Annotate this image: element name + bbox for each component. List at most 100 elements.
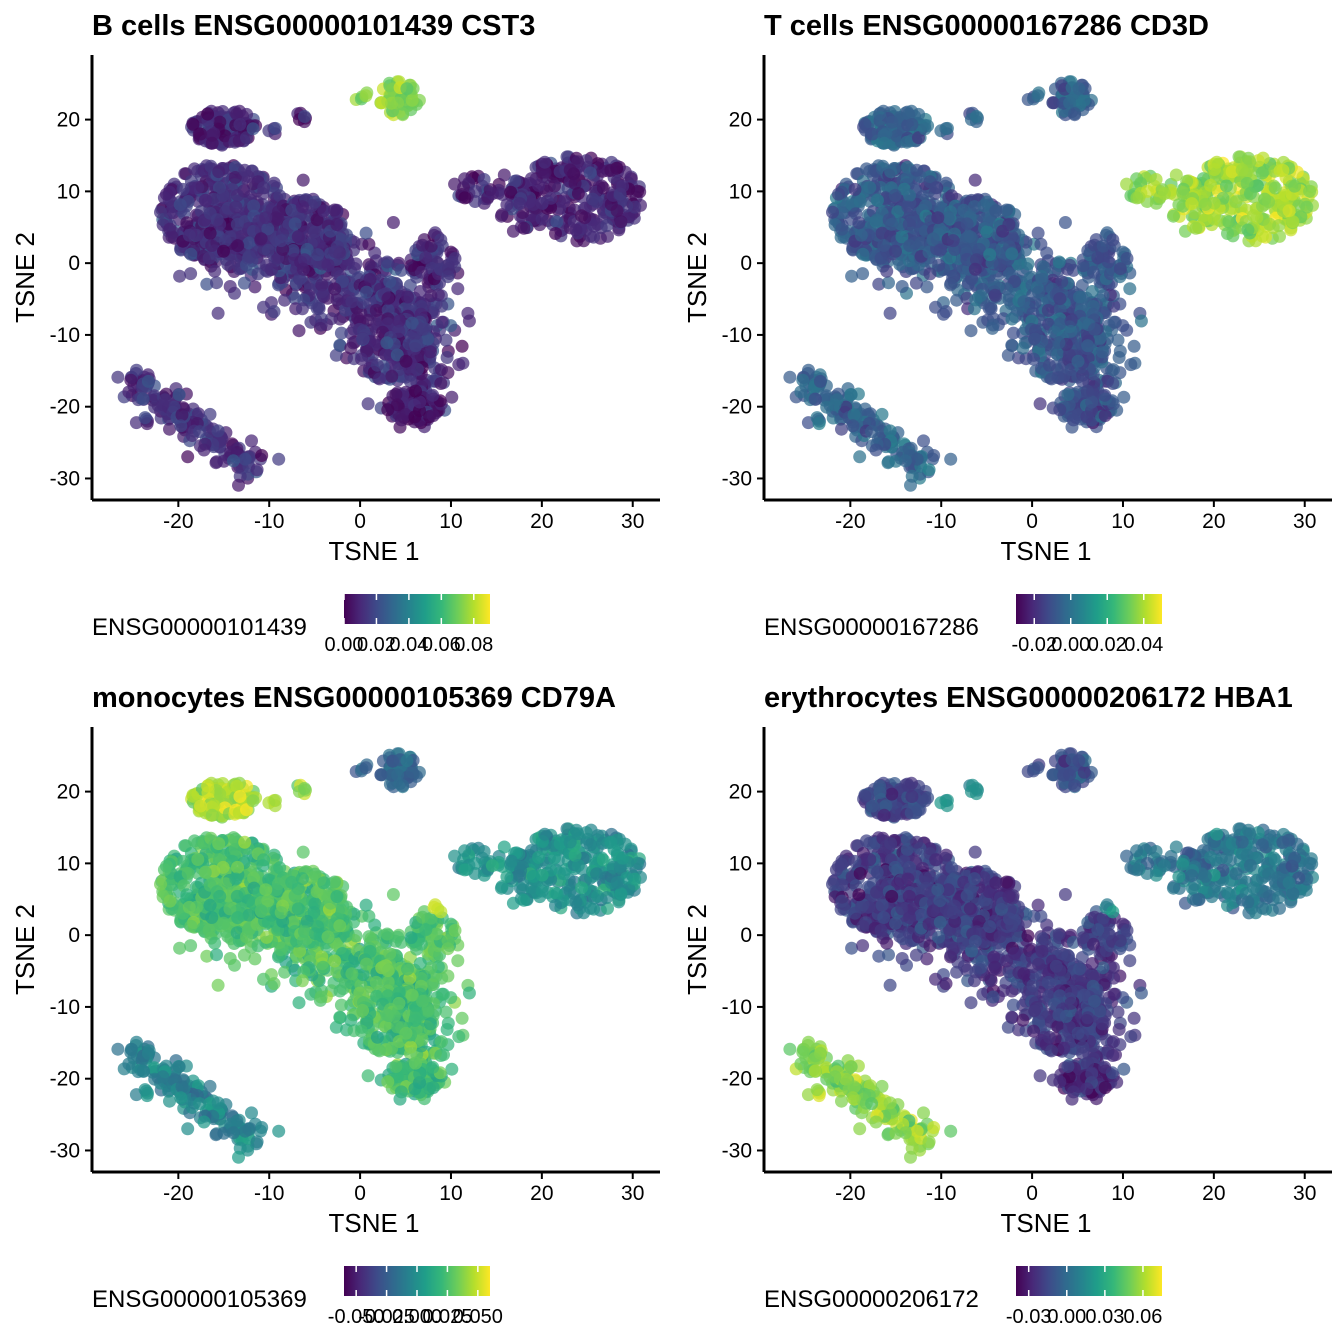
cell-point <box>173 941 187 955</box>
cell-point <box>238 163 252 177</box>
cell-point <box>912 131 925 145</box>
cell-point <box>600 219 614 233</box>
cell-point <box>885 115 899 129</box>
cell-point <box>1221 227 1234 240</box>
cell-point <box>848 182 862 196</box>
legend-title: ENSG00000167286 <box>764 614 979 641</box>
cell-point <box>1052 255 1066 269</box>
cell-point <box>448 252 462 265</box>
cell-point <box>434 363 448 377</box>
cell-point <box>216 188 230 202</box>
cell-point <box>381 292 395 306</box>
cell-point <box>257 300 270 314</box>
cell-point <box>401 290 414 304</box>
cell-point <box>1093 332 1107 346</box>
cell-point <box>889 244 902 258</box>
cell-point <box>844 388 858 402</box>
legend-tick-label: 0.02 <box>357 634 396 656</box>
cell-point <box>448 177 462 191</box>
cell-point <box>929 181 943 195</box>
points-layer <box>111 747 647 1164</box>
cell-point <box>513 197 527 211</box>
cell-point <box>477 173 491 186</box>
cell-point <box>1061 388 1075 401</box>
cell-point <box>400 82 414 96</box>
cell-point <box>203 226 217 240</box>
cell-point <box>984 302 998 316</box>
cell-point <box>553 165 567 179</box>
cell-point <box>424 239 438 253</box>
cell-point <box>305 199 319 213</box>
cell-point <box>1117 390 1131 404</box>
cell-point <box>310 213 324 227</box>
cell-point <box>967 200 981 214</box>
cell-point <box>875 226 889 240</box>
cell-point <box>905 118 919 131</box>
cell-point <box>426 388 440 402</box>
cell-point <box>1045 372 1058 386</box>
cell-point <box>419 251 433 265</box>
cell-point <box>211 978 225 992</box>
cell-point <box>926 232 940 246</box>
cell-point <box>1032 285 1045 299</box>
cell-point <box>451 282 465 296</box>
x-tick-label: 30 <box>1293 510 1316 533</box>
chart-title: B cells ENSG00000101439 CST3 <box>92 10 535 42</box>
cell-point <box>783 370 797 384</box>
cell-point <box>233 118 247 131</box>
cell-point <box>210 276 223 290</box>
cell-point <box>242 236 256 250</box>
x-axis-label: TSNE 1 <box>328 536 419 566</box>
cell-point <box>435 315 449 329</box>
cell-point <box>620 199 634 213</box>
cell-point <box>160 187 173 201</box>
legend-tick-label: 0.02 <box>1088 634 1127 656</box>
cell-point <box>883 306 897 320</box>
cell-point <box>413 395 427 409</box>
cell-point <box>424 345 437 359</box>
cell-point <box>927 449 941 462</box>
cell-point <box>1272 219 1286 233</box>
cell-point <box>186 117 200 131</box>
cell-point <box>1085 395 1099 409</box>
cell-point <box>211 306 225 320</box>
cell-point <box>392 314 406 328</box>
cell-point <box>408 410 422 424</box>
points-layer <box>111 75 647 492</box>
y-axis-label: TSNE 2 <box>10 232 40 323</box>
cell-point <box>138 411 152 425</box>
cell-point <box>247 199 261 213</box>
chart-title: monocytes ENSG00000105369 CD79A <box>92 682 616 714</box>
cell-point <box>891 205 905 219</box>
cell-point <box>210 948 223 962</box>
cell-point <box>504 185 518 199</box>
cell-point <box>941 211 955 225</box>
cell-point <box>813 374 827 388</box>
cell-point <box>933 222 947 236</box>
cell-point <box>1077 93 1091 107</box>
cell-point <box>202 251 216 265</box>
cell-point <box>1041 303 1055 317</box>
cell-point <box>421 332 435 346</box>
cell-point <box>237 276 251 290</box>
cell-point <box>300 242 314 256</box>
legend-tick-label: 0.08 <box>454 634 493 656</box>
cell-point <box>339 257 353 271</box>
x-tick-label: 20 <box>530 510 553 533</box>
cell-point <box>173 269 187 283</box>
cell-point <box>1005 247 1019 261</box>
cell-point <box>389 388 403 401</box>
cell-point <box>1088 322 1101 336</box>
cell-point <box>176 854 190 868</box>
cell-point <box>1031 89 1045 103</box>
cell-point <box>863 181 877 194</box>
cell-point <box>968 262 982 276</box>
cell-point <box>373 372 386 386</box>
cell-point <box>900 171 914 184</box>
cell-point <box>1220 179 1233 193</box>
x-tick-label: 10 <box>439 510 462 533</box>
cell-point <box>369 303 383 317</box>
cell-point <box>261 222 275 236</box>
cell-point <box>455 339 469 353</box>
legend-title: ENSG00000101439 <box>92 614 307 641</box>
